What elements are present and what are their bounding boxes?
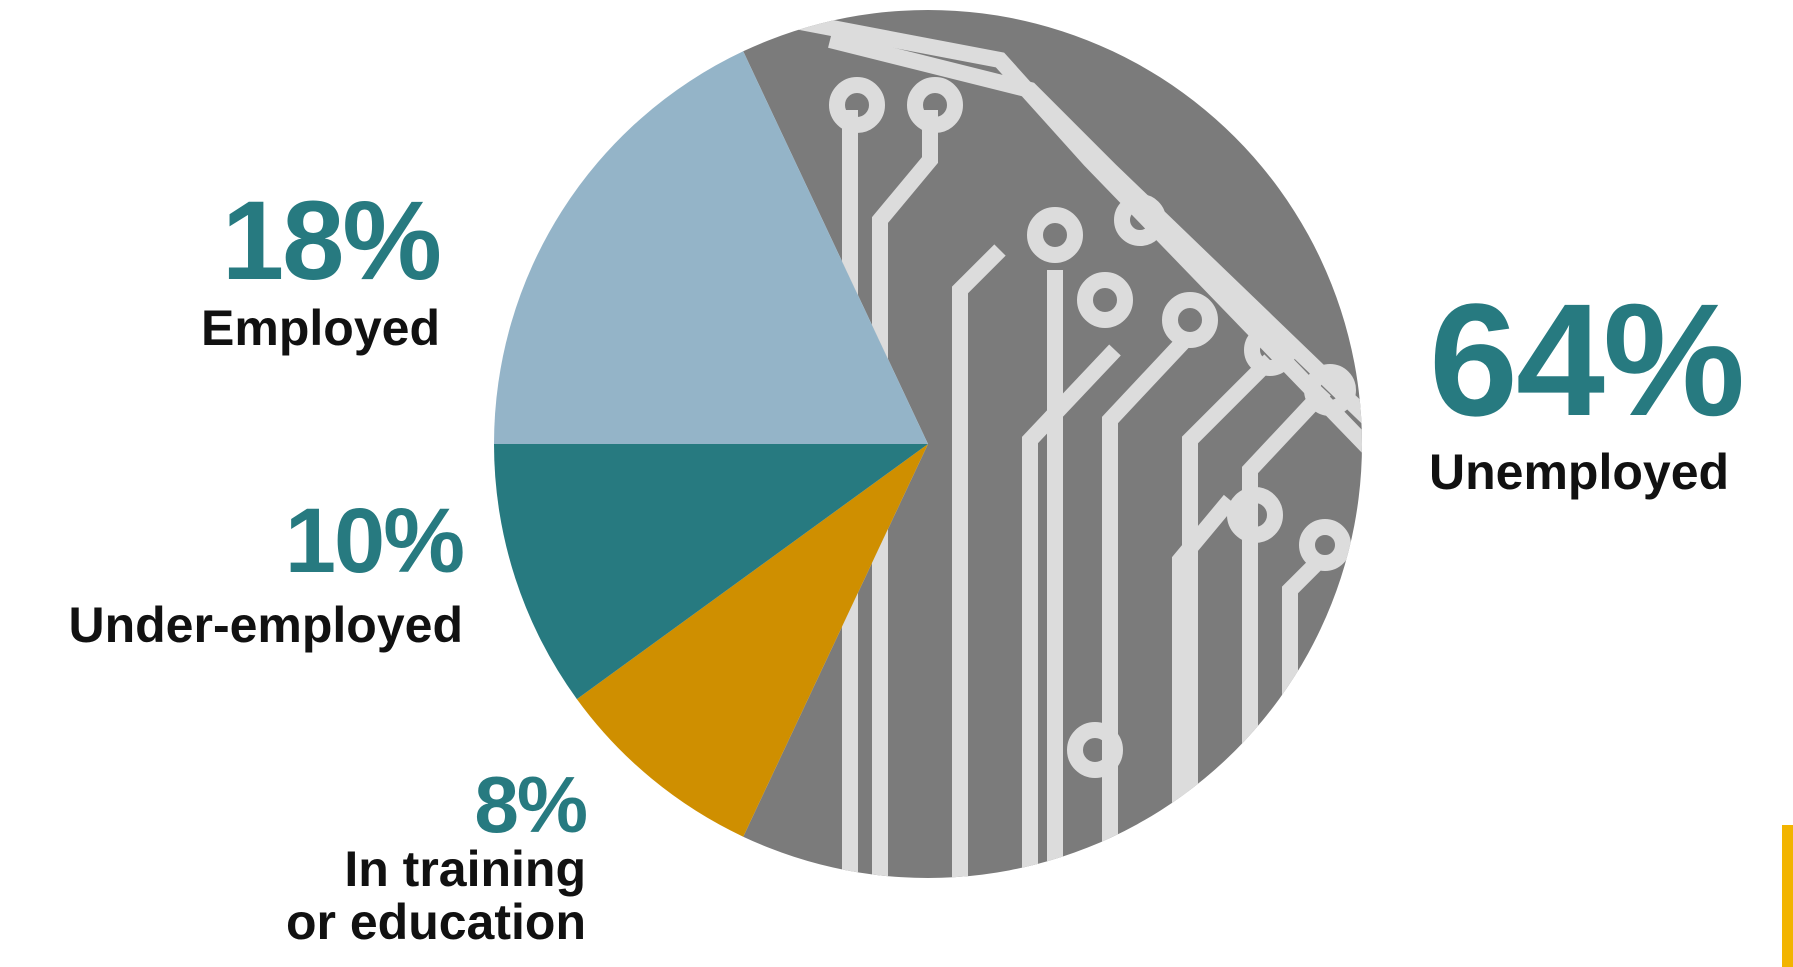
value-label: 10% bbox=[284, 489, 465, 592]
circuit-texture bbox=[788, 12, 1362, 879]
corner-accent bbox=[1782, 825, 1793, 967]
pie-slice bbox=[494, 444, 928, 700]
category-label: Unemployed bbox=[1429, 444, 1730, 500]
pie-slice bbox=[494, 51, 928, 445]
value-label: 64% bbox=[1429, 270, 1745, 450]
pie-slice bbox=[576, 444, 928, 837]
category-label: In training or education bbox=[285, 841, 586, 950]
category-label: Employed bbox=[201, 300, 440, 356]
category-label: Under-employed bbox=[68, 597, 463, 653]
value-label: 8% bbox=[474, 760, 588, 850]
value-label: 18% bbox=[221, 177, 442, 303]
